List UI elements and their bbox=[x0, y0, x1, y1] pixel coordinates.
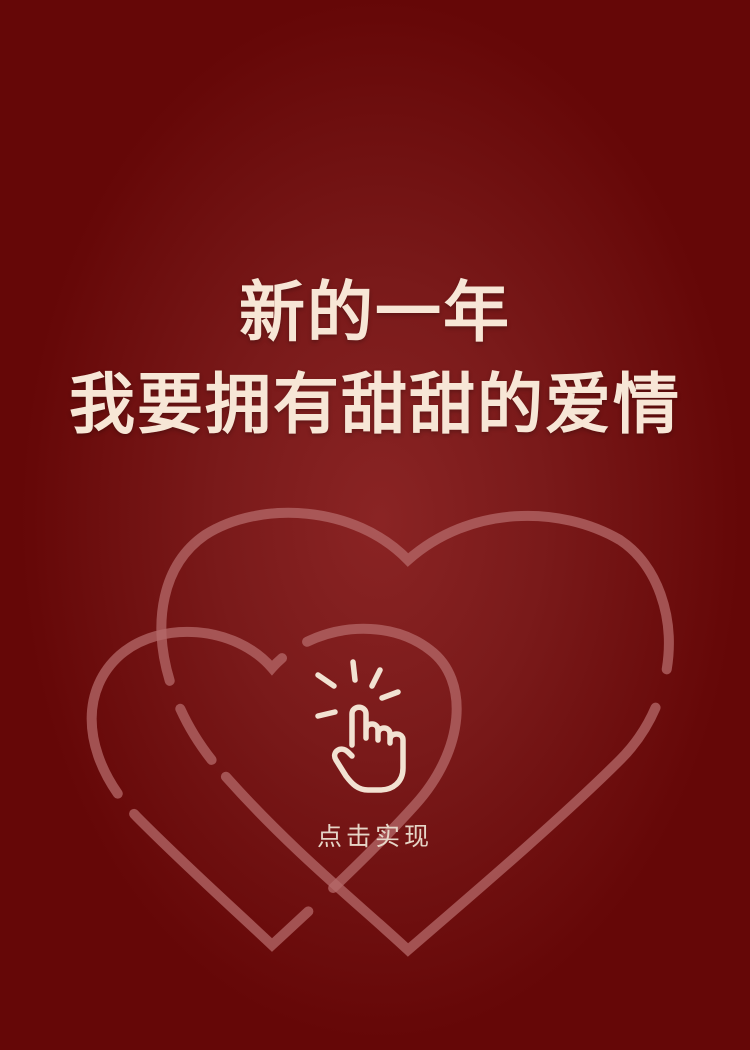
small-heart-outline bbox=[86, 623, 462, 952]
tap-to-realize-button[interactable]: 点击实现 bbox=[275, 650, 475, 860]
headline-line-2: 我要拥有甜甜的爱情 bbox=[69, 365, 681, 443]
cta-label: 点击实现 bbox=[316, 822, 433, 851]
headline-line-1: 新的一年 bbox=[239, 273, 511, 351]
tap-hand-icon bbox=[315, 659, 406, 793]
large-heart-outline bbox=[156, 507, 674, 957]
